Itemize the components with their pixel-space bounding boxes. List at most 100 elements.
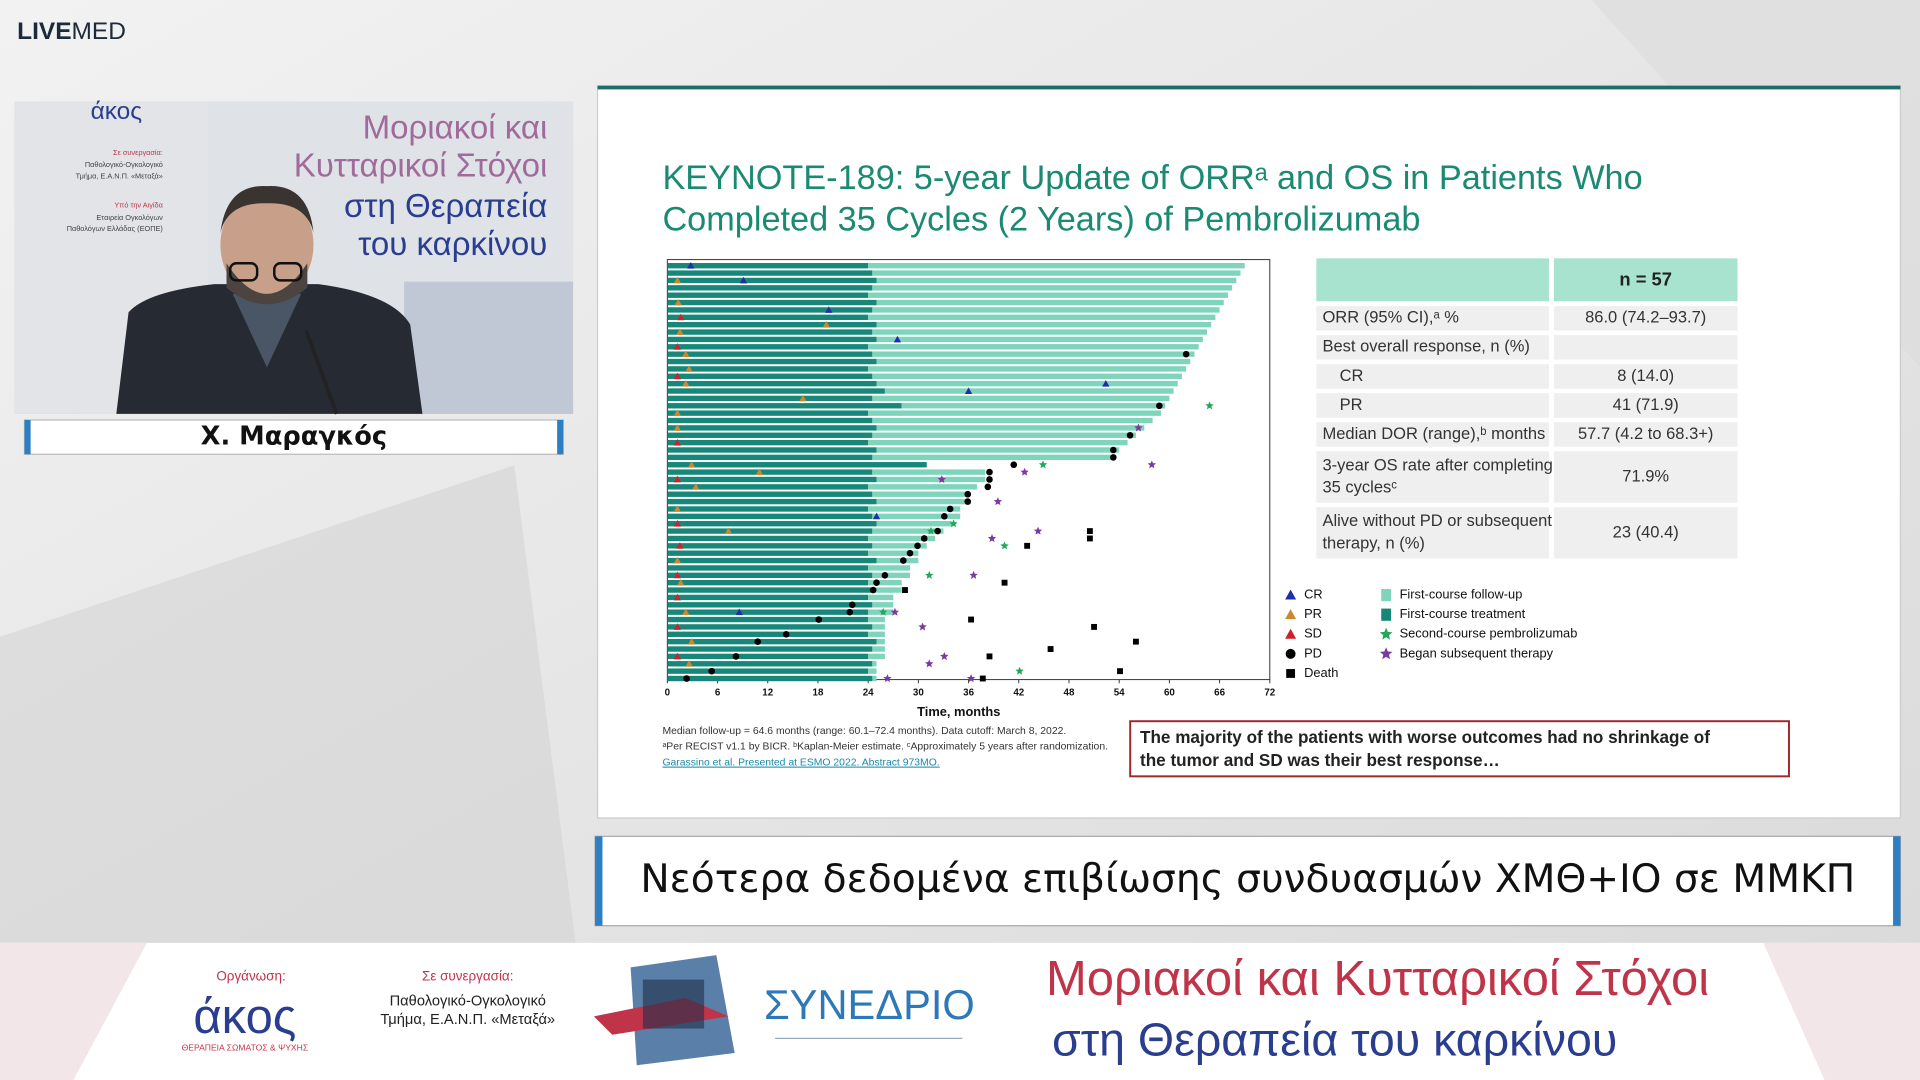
- treatment-bar: [667, 454, 873, 461]
- triangle-marker: [739, 276, 748, 284]
- footnote: ᵃPer RECIST v1.1 by BICR. ᵇKaplan-Meier …: [662, 742, 1108, 753]
- table-label: therapy, n (%): [1322, 533, 1425, 552]
- x-tick-label: 60: [1164, 688, 1175, 699]
- death-marker: [1117, 668, 1123, 675]
- table-cell: [1316, 393, 1549, 418]
- table-value: 71.9%: [1622, 466, 1669, 485]
- triangle-marker: [872, 512, 881, 520]
- treatment-bar: [667, 329, 873, 335]
- pd-marker: [984, 483, 992, 491]
- footer-emblem: [593, 955, 735, 1066]
- table-label: Best overall response, n (%): [1322, 337, 1529, 356]
- follow-up-bar: [876, 498, 969, 505]
- pd-marker: [732, 653, 740, 660]
- pd-marker: [782, 630, 790, 638]
- star-marker: [1033, 526, 1043, 535]
- star-marker: [1379, 627, 1393, 640]
- star-marker: [1015, 666, 1024, 675]
- table-label: Median DOR (range),ᵇ months: [1322, 424, 1545, 443]
- pd-marker: [873, 579, 880, 586]
- treatment-bar: [667, 307, 873, 313]
- treatment-bar: [667, 557, 877, 564]
- triangle-marker: [682, 350, 690, 358]
- star-marker: [883, 674, 892, 683]
- treatment-bar: [667, 263, 869, 269]
- triangle-marker: [1102, 379, 1110, 387]
- triangle-marker: [673, 475, 682, 483]
- pd-marker: [848, 601, 856, 609]
- treatment-bar: [667, 403, 902, 409]
- x-axis-label: Time, months: [917, 704, 1000, 719]
- video-partner-line: Παθολογικό-Ογκολογικό: [85, 160, 163, 169]
- triangle-marker: [673, 424, 682, 431]
- death-marker: [1024, 542, 1031, 549]
- table-cell: [1553, 306, 1738, 331]
- follow-up-bar: [868, 314, 1216, 321]
- legend-swatch: [1381, 588, 1392, 602]
- treatment-bar: [667, 675, 873, 682]
- treatment-bar: [667, 373, 873, 379]
- treatment-bar: [667, 439, 869, 446]
- triangle-marker: [799, 394, 807, 402]
- pd-marker: [920, 535, 928, 542]
- follow-up-bar: [876, 358, 1191, 365]
- emblem-shape: [642, 979, 705, 1029]
- swimmer-plot: Time, months 0 6 12 18 24 30 36 42 48 54 60 66 72: [665, 259, 1276, 719]
- follow-up-bar: [872, 329, 1208, 335]
- pd-marker: [708, 667, 715, 675]
- name-plate-edge: [557, 420, 564, 455]
- triangle-marker: [676, 328, 684, 335]
- triangle-marker: [1285, 628, 1297, 639]
- death-marker: [1047, 646, 1054, 652]
- caption-text: Νεότερα δεδομένα επιβίωσης συνδυασμών ΧΜ…: [640, 857, 1855, 902]
- pd-marker: [1110, 454, 1117, 461]
- treatment-bar: [667, 425, 877, 431]
- follow-up-bar: [872, 469, 986, 475]
- follow-up-bar: [872, 675, 877, 682]
- follow-up-bar: [876, 476, 986, 483]
- table-cell: [1316, 422, 1549, 447]
- triangle-marker: [687, 637, 696, 645]
- video-logo: άκος: [91, 98, 143, 125]
- triangle-marker: [673, 623, 682, 630]
- video-banner-line: Κυτταρικοί Στόχοι: [294, 147, 548, 184]
- follow-up-bar: [872, 395, 1170, 402]
- follow-up-bar: [868, 594, 894, 601]
- caption-edge: [595, 836, 603, 926]
- table-cell: [1316, 335, 1549, 360]
- footer-partner-line: Τμήμα, Ε.Α.Ν.Π. «Μεταξά»: [380, 1012, 555, 1028]
- star-marker: [1020, 467, 1029, 476]
- table-label: Alive without PD or subsequent: [1322, 511, 1552, 530]
- star-marker: [918, 622, 927, 631]
- treatment-bar: [667, 462, 927, 468]
- treatment-bar: [667, 521, 877, 527]
- video-banner-line: Μοριακοί και: [363, 110, 548, 147]
- video-building: [404, 281, 574, 414]
- triangle-marker: [687, 461, 696, 468]
- triangle-marker: [673, 652, 682, 660]
- follow-up-bar: [872, 624, 885, 630]
- follow-up-bar: [876, 277, 1237, 284]
- footer-title: Μοριακοί και Κυτταρικοί Στόχοι: [1046, 952, 1709, 1006]
- death-marker: [979, 675, 986, 682]
- pd-marker: [683, 675, 690, 682]
- follow-up-bar: [872, 417, 1153, 424]
- star-marker: [1379, 647, 1393, 660]
- x-tick-label: 54: [1114, 688, 1125, 699]
- logo-bold: LIVE: [17, 19, 71, 46]
- treatment-bar: [667, 661, 873, 667]
- pd-marker: [869, 586, 877, 594]
- table-cell: [1316, 364, 1549, 389]
- death-marker: [968, 616, 975, 623]
- triangle-marker: [673, 276, 682, 284]
- treatment-bar: [667, 358, 877, 365]
- follow-up-bar: [872, 587, 902, 593]
- follow-up-bar: [868, 506, 961, 512]
- star-marker: [1205, 401, 1214, 410]
- follow-up-bar: [868, 653, 885, 660]
- pd-marker: [1126, 431, 1134, 439]
- legend-swatch: [1381, 608, 1392, 621]
- follow-up-bar: [868, 292, 1228, 298]
- table-value: 8 (14.0): [1617, 366, 1674, 385]
- treatment-bar: [667, 476, 877, 483]
